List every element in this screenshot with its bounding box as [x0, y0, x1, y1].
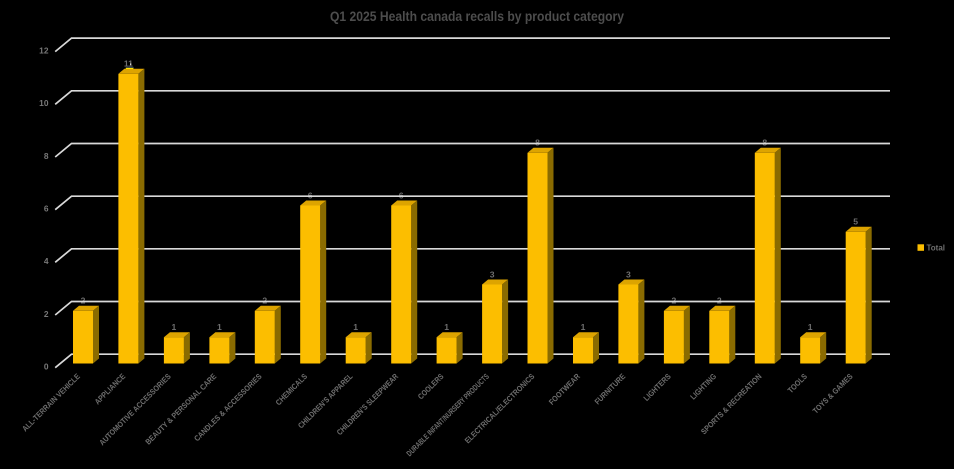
svg-text:1: 1	[444, 322, 449, 332]
svg-text:1: 1	[217, 322, 222, 332]
svg-text:6: 6	[399, 190, 404, 200]
svg-text:3: 3	[626, 269, 631, 279]
svg-text:6: 6	[308, 190, 313, 200]
svg-text:8: 8	[762, 138, 767, 148]
svg-text:2: 2	[672, 296, 677, 306]
svg-text:2: 2	[262, 296, 267, 306]
svg-text:1: 1	[581, 322, 586, 332]
svg-text:11: 11	[124, 59, 133, 69]
svg-text:8: 8	[535, 138, 540, 148]
svg-text:1: 1	[808, 322, 813, 332]
svg-text:Q1 2025 Health canada recalls: Q1 2025 Health canada recalls by product…	[330, 9, 624, 24]
svg-text:10: 10	[39, 98, 49, 108]
svg-text:8: 8	[44, 151, 49, 161]
svg-text:6: 6	[44, 204, 49, 214]
svg-text:12: 12	[39, 46, 49, 56]
svg-text:Total: Total	[927, 244, 946, 253]
svg-text:0: 0	[44, 362, 49, 372]
svg-text:1: 1	[172, 322, 177, 332]
svg-text:5: 5	[853, 217, 858, 227]
svg-text:2: 2	[81, 296, 86, 306]
svg-text:3: 3	[490, 269, 495, 279]
svg-text:2: 2	[44, 309, 49, 319]
svg-text:4: 4	[44, 256, 49, 266]
svg-text:2: 2	[717, 296, 722, 306]
svg-text:1: 1	[353, 322, 358, 332]
